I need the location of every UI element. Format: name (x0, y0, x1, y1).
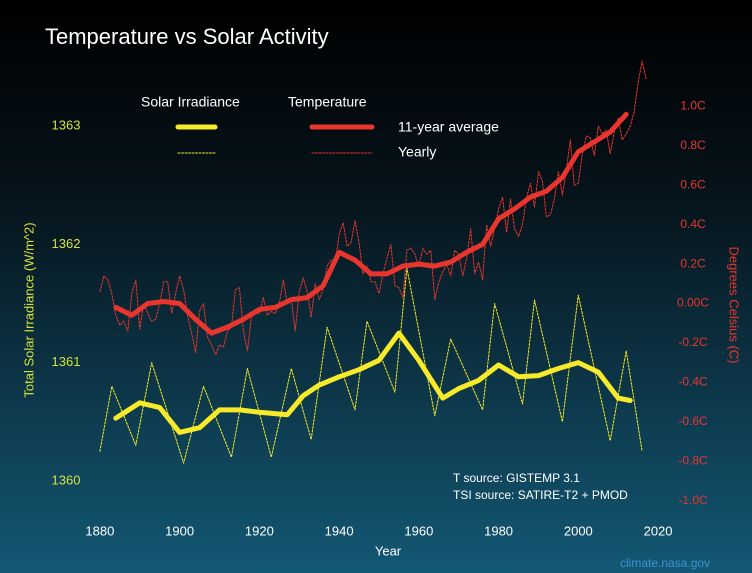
chart-title: Temperature vs Solar Activity (45, 24, 329, 49)
y-tick-label: 1361 (52, 354, 81, 369)
x-tick-label: 1960 (404, 523, 433, 538)
y2-tick-label: -0.6C (678, 414, 708, 428)
annotation: T source: GISTEMP 3.1 (453, 471, 580, 485)
legend-label: 11-year average (398, 119, 499, 135)
y-tick-label: 1362 (52, 236, 81, 251)
legend-group: Temperature (288, 94, 367, 110)
x-tick-label: 1920 (245, 523, 274, 538)
y-axis-label: Total Solar Irradiance (W/m^2) (21, 222, 36, 397)
yearly-line (99, 60, 647, 356)
x-axis-label: Year (375, 543, 402, 558)
average-line (113, 111, 629, 336)
y2-tick-label: 0.8C (680, 138, 706, 152)
legend-group: Solar Irradiance (141, 94, 240, 110)
y2-tick-label: -0.8C (678, 453, 708, 467)
x-tick-label: 2000 (564, 523, 593, 538)
y2-tick-label: 0.4C (680, 217, 706, 231)
x-tick-label: 1900 (165, 523, 194, 538)
y2-tick-label: 0.00C (677, 296, 709, 310)
y2-tick-label: -0.2C (678, 335, 708, 349)
x-tick-label: 1980 (484, 523, 513, 538)
legend-label: Yearly (398, 144, 436, 160)
y-tick-label: 1360 (52, 472, 81, 487)
source-credit: climate.nasa.gov (620, 556, 710, 570)
average-line (113, 330, 633, 435)
annotation: TSI source: SATIRE-T2 + PMOD (453, 488, 628, 502)
x-tick-label: 1880 (85, 523, 114, 538)
y2-axis-label: Degrees Celsius (C) (727, 246, 742, 363)
x-tick-label: 1940 (325, 523, 354, 538)
y2-tick-label: 0.6C (680, 177, 706, 191)
y2-tick-label: -1.0C (678, 493, 708, 507)
y2-tick-label: 1.0C (680, 99, 706, 113)
x-tick-label: 2020 (644, 523, 673, 538)
y2-tick-label: -0.4C (678, 375, 708, 389)
y2-tick-label: 0.2C (680, 256, 706, 270)
yearly-line (99, 267, 643, 464)
y-tick-label: 1363 (52, 118, 81, 133)
